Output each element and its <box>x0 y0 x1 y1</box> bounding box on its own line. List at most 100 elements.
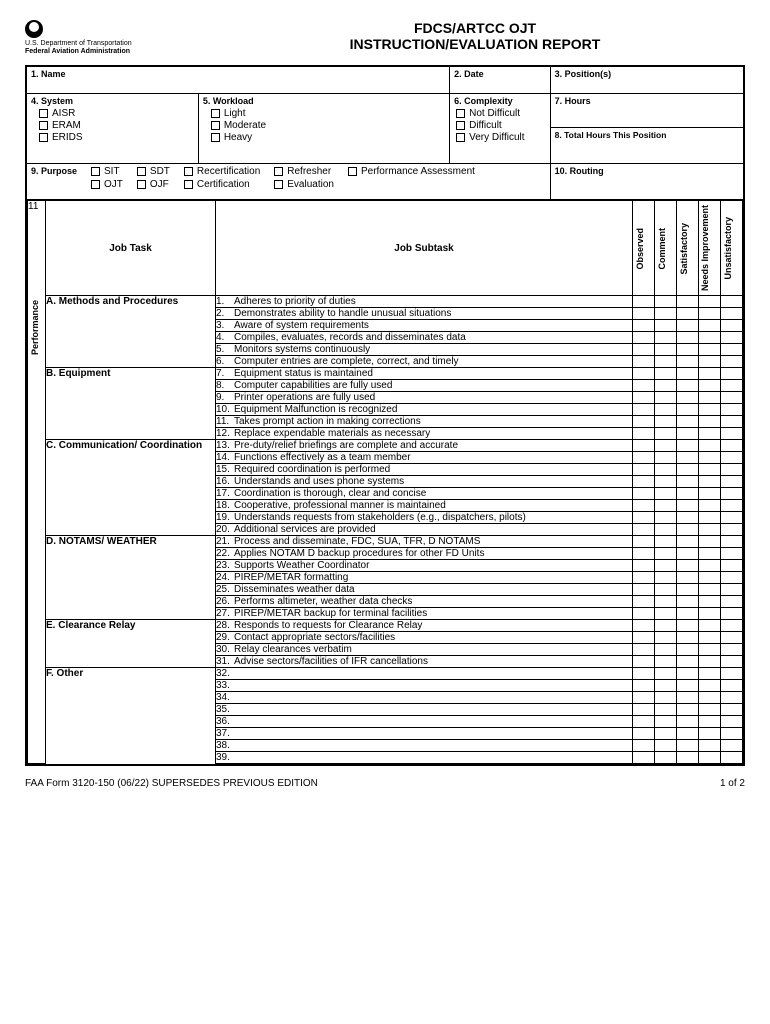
rating-cell[interactable] <box>677 692 699 704</box>
rating-cell[interactable] <box>721 656 743 668</box>
rating-cell[interactable] <box>699 596 721 608</box>
rating-cell[interactable] <box>633 404 655 416</box>
rating-cell[interactable] <box>699 524 721 536</box>
rating-cell[interactable] <box>633 644 655 656</box>
rating-cell[interactable] <box>633 428 655 440</box>
rating-cell[interactable] <box>655 344 677 356</box>
checkbox-ojf[interactable]: OJF <box>137 179 170 190</box>
rating-cell[interactable] <box>655 320 677 332</box>
rating-cell[interactable] <box>677 296 699 308</box>
rating-cell[interactable] <box>633 560 655 572</box>
rating-cell[interactable] <box>655 440 677 452</box>
rating-cell[interactable] <box>699 308 721 320</box>
rating-cell[interactable] <box>721 728 743 740</box>
rating-cell[interactable] <box>633 584 655 596</box>
rating-cell[interactable] <box>655 332 677 344</box>
rating-cell[interactable] <box>699 728 721 740</box>
rating-cell[interactable] <box>633 524 655 536</box>
rating-cell[interactable] <box>721 392 743 404</box>
rating-cell[interactable] <box>633 692 655 704</box>
rating-cell[interactable] <box>633 512 655 524</box>
rating-cell[interactable] <box>699 380 721 392</box>
rating-cell[interactable] <box>655 740 677 752</box>
rating-cell[interactable] <box>633 320 655 332</box>
rating-cell[interactable] <box>699 656 721 668</box>
rating-cell[interactable] <box>655 584 677 596</box>
rating-cell[interactable] <box>633 668 655 680</box>
rating-cell[interactable] <box>699 692 721 704</box>
rating-cell[interactable] <box>677 560 699 572</box>
rating-cell[interactable] <box>699 416 721 428</box>
rating-cell[interactable] <box>677 608 699 620</box>
rating-cell[interactable] <box>699 584 721 596</box>
rating-cell[interactable] <box>699 512 721 524</box>
rating-cell[interactable] <box>699 404 721 416</box>
rating-cell[interactable] <box>655 380 677 392</box>
rating-cell[interactable] <box>699 428 721 440</box>
rating-cell[interactable] <box>677 704 699 716</box>
rating-cell[interactable] <box>655 428 677 440</box>
rating-cell[interactable] <box>677 512 699 524</box>
rating-cell[interactable] <box>721 404 743 416</box>
rating-cell[interactable] <box>633 656 655 668</box>
rating-cell[interactable] <box>655 668 677 680</box>
rating-cell[interactable] <box>677 368 699 380</box>
rating-cell[interactable] <box>721 428 743 440</box>
rating-cell[interactable] <box>721 440 743 452</box>
rating-cell[interactable] <box>721 752 743 764</box>
rating-cell[interactable] <box>721 716 743 728</box>
rating-cell[interactable] <box>721 332 743 344</box>
rating-cell[interactable] <box>633 452 655 464</box>
rating-cell[interactable] <box>721 368 743 380</box>
rating-cell[interactable] <box>699 296 721 308</box>
rating-cell[interactable] <box>633 740 655 752</box>
rating-cell[interactable] <box>721 548 743 560</box>
rating-cell[interactable] <box>721 380 743 392</box>
rating-cell[interactable] <box>655 524 677 536</box>
rating-cell[interactable] <box>677 716 699 728</box>
rating-cell[interactable] <box>677 620 699 632</box>
rating-cell[interactable] <box>721 740 743 752</box>
rating-cell[interactable] <box>633 572 655 584</box>
rating-cell[interactable] <box>633 368 655 380</box>
rating-cell[interactable] <box>633 488 655 500</box>
rating-cell[interactable] <box>633 752 655 764</box>
rating-cell[interactable] <box>721 344 743 356</box>
checkbox-eram[interactable]: ERAM <box>39 120 194 131</box>
rating-cell[interactable] <box>633 356 655 368</box>
rating-cell[interactable] <box>677 320 699 332</box>
rating-cell[interactable] <box>633 416 655 428</box>
rating-cell[interactable] <box>699 752 721 764</box>
rating-cell[interactable] <box>699 536 721 548</box>
rating-cell[interactable] <box>633 596 655 608</box>
rating-cell[interactable] <box>699 740 721 752</box>
rating-cell[interactable] <box>699 488 721 500</box>
rating-cell[interactable] <box>655 368 677 380</box>
rating-cell[interactable] <box>633 536 655 548</box>
rating-cell[interactable] <box>677 428 699 440</box>
rating-cell[interactable] <box>655 656 677 668</box>
rating-cell[interactable] <box>655 452 677 464</box>
rating-cell[interactable] <box>633 632 655 644</box>
checkbox-notdiff[interactable]: Not Difficult <box>456 108 546 119</box>
rating-cell[interactable] <box>655 632 677 644</box>
rating-cell[interactable] <box>699 500 721 512</box>
rating-cell[interactable] <box>655 752 677 764</box>
rating-cell[interactable] <box>677 524 699 536</box>
rating-cell[interactable] <box>655 416 677 428</box>
rating-cell[interactable] <box>677 548 699 560</box>
rating-cell[interactable] <box>677 752 699 764</box>
rating-cell[interactable] <box>677 740 699 752</box>
rating-cell[interactable] <box>721 452 743 464</box>
rating-cell[interactable] <box>677 404 699 416</box>
checkbox-ojt[interactable]: OJT <box>91 179 123 190</box>
rating-cell[interactable] <box>721 560 743 572</box>
checkbox-diff[interactable]: Difficult <box>456 120 546 131</box>
rating-cell[interactable] <box>633 620 655 632</box>
rating-cell[interactable] <box>633 728 655 740</box>
rating-cell[interactable] <box>655 464 677 476</box>
checkbox-heavy[interactable]: Heavy <box>211 132 445 143</box>
rating-cell[interactable] <box>699 440 721 452</box>
rating-cell[interactable] <box>655 296 677 308</box>
rating-cell[interactable] <box>677 440 699 452</box>
